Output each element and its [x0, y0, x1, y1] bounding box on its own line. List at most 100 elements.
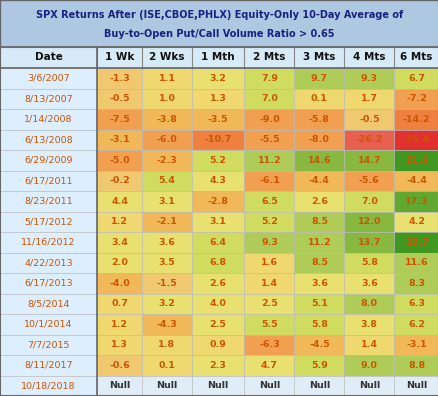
Bar — [294, 89, 343, 109]
Text: 6.7: 6.7 — [407, 74, 424, 83]
Bar — [343, 314, 393, 335]
Text: 1/14/2008: 1/14/2008 — [25, 115, 73, 124]
Bar — [97, 109, 141, 129]
Text: -14.2: -14.2 — [402, 115, 429, 124]
Bar — [294, 253, 343, 273]
Text: -0.2: -0.2 — [109, 176, 130, 185]
Bar — [191, 68, 244, 89]
Text: -2.1: -2.1 — [156, 217, 177, 226]
Text: -35.8: -35.8 — [402, 135, 429, 144]
Text: 2 Mts: 2 Mts — [253, 52, 285, 63]
Bar — [393, 171, 438, 191]
Text: 4.2: 4.2 — [407, 217, 424, 226]
Bar — [97, 253, 141, 273]
Bar — [343, 375, 393, 396]
Text: 11.2: 11.2 — [307, 238, 330, 247]
Text: 0.1: 0.1 — [310, 94, 327, 103]
Bar — [97, 211, 141, 232]
Bar — [0, 273, 97, 293]
Text: 6.2: 6.2 — [407, 320, 424, 329]
Bar — [294, 293, 343, 314]
Text: 1.3: 1.3 — [209, 94, 226, 103]
Text: 11/16/2012: 11/16/2012 — [21, 238, 76, 247]
Bar — [141, 68, 191, 89]
Bar — [191, 171, 244, 191]
Bar — [393, 273, 438, 293]
Text: -4.0: -4.0 — [109, 279, 130, 288]
Bar — [294, 129, 343, 150]
Text: 9.3: 9.3 — [261, 238, 277, 247]
Text: 1 Wk: 1 Wk — [105, 52, 134, 63]
Text: 3.6: 3.6 — [158, 238, 175, 247]
Bar — [393, 253, 438, 273]
Text: -2.8: -2.8 — [207, 197, 228, 206]
Text: -3.5: -3.5 — [208, 115, 228, 124]
Bar — [0, 171, 97, 191]
Text: 9.7: 9.7 — [310, 74, 327, 83]
Text: 6.8: 6.8 — [209, 258, 226, 267]
Text: 4.7: 4.7 — [260, 361, 277, 370]
Bar — [343, 335, 393, 355]
Text: 5/17/2012: 5/17/2012 — [25, 217, 73, 226]
Text: 2.6: 2.6 — [310, 197, 327, 206]
Bar — [141, 129, 191, 150]
Text: 14.6: 14.6 — [307, 156, 330, 165]
Bar — [294, 171, 343, 191]
Text: -1.3: -1.3 — [109, 74, 130, 83]
Text: 1.1: 1.1 — [158, 74, 175, 83]
Bar — [141, 335, 191, 355]
Bar — [244, 355, 294, 375]
Text: 1.2: 1.2 — [111, 320, 128, 329]
Text: 1.8: 1.8 — [158, 340, 175, 349]
Text: -9.0: -9.0 — [258, 115, 279, 124]
Text: -7.2: -7.2 — [405, 94, 426, 103]
Text: -5.6: -5.6 — [358, 176, 379, 185]
Bar — [0, 375, 97, 396]
Text: 8.0: 8.0 — [360, 299, 377, 308]
Text: 8.8: 8.8 — [407, 361, 424, 370]
Bar — [97, 273, 141, 293]
Text: 21.6: 21.6 — [404, 156, 427, 165]
Bar — [294, 273, 343, 293]
Text: 6/29/2009: 6/29/2009 — [25, 156, 73, 165]
Text: 3.1: 3.1 — [158, 197, 175, 206]
Bar — [393, 68, 438, 89]
Bar — [97, 191, 141, 211]
Bar — [393, 293, 438, 314]
Text: 6/17/2011: 6/17/2011 — [25, 176, 73, 185]
Bar — [244, 68, 294, 89]
Bar — [141, 375, 191, 396]
Bar — [141, 109, 191, 129]
Text: 13.7: 13.7 — [357, 238, 380, 247]
Text: 6.3: 6.3 — [407, 299, 424, 308]
Text: 5.5: 5.5 — [261, 320, 277, 329]
Bar — [393, 150, 438, 171]
Bar — [393, 355, 438, 375]
Bar — [0, 89, 97, 109]
Text: 4.0: 4.0 — [209, 299, 226, 308]
Text: 1.4: 1.4 — [260, 279, 277, 288]
Bar — [343, 211, 393, 232]
Text: 5.2: 5.2 — [209, 156, 226, 165]
Bar — [0, 191, 97, 211]
Bar — [191, 109, 244, 129]
Text: 2 Wks: 2 Wks — [149, 52, 184, 63]
Bar — [141, 314, 191, 335]
Bar — [191, 211, 244, 232]
Text: -4.5: -4.5 — [308, 340, 329, 349]
Text: 4/22/2013: 4/22/2013 — [24, 258, 73, 267]
Bar — [191, 150, 244, 171]
Bar — [244, 211, 294, 232]
Bar — [141, 232, 191, 253]
Text: 3.6: 3.6 — [360, 279, 377, 288]
Bar — [294, 211, 343, 232]
Text: -6.1: -6.1 — [258, 176, 279, 185]
Bar — [343, 129, 393, 150]
Text: -5.8: -5.8 — [308, 115, 329, 124]
Bar — [294, 109, 343, 129]
Bar — [343, 273, 393, 293]
Bar — [141, 171, 191, 191]
Text: 3 Mts: 3 Mts — [303, 52, 335, 63]
Text: 5.8: 5.8 — [310, 320, 327, 329]
Bar — [191, 314, 244, 335]
